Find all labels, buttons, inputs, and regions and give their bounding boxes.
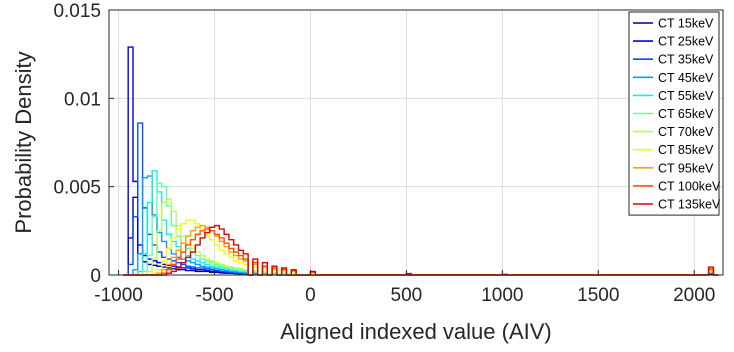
axes-box bbox=[108, 9, 724, 276]
legend-entry: CT 15keV bbox=[658, 17, 714, 31]
series-line-6 bbox=[123, 198, 719, 276]
x-tick-label: 0 bbox=[305, 285, 316, 306]
legend-entry: CT 45keV bbox=[658, 71, 714, 85]
legend-entry: CT 70keV bbox=[658, 125, 714, 139]
legend-entry: CT 135keV bbox=[658, 198, 721, 212]
y-tick-label: 0.01 bbox=[64, 89, 101, 110]
x-axis-label: Aligned indexed value (AIV) bbox=[280, 319, 552, 344]
series-line-10 bbox=[123, 224, 719, 276]
y-axis-label: Probability Density bbox=[11, 51, 36, 233]
legend-entry: CT 95keV bbox=[658, 161, 714, 175]
legend: CT 15keV CT 25keV CT 35keV CT 45keV CT 55keV… bbox=[628, 11, 721, 216]
legend-entry: CT 85keV bbox=[658, 143, 714, 157]
legend-entry: CT 100keV bbox=[658, 179, 721, 193]
x-tick-label: 1000 bbox=[481, 285, 523, 306]
x-tick-label: -500 bbox=[196, 285, 234, 306]
x-tick-label: -1000 bbox=[94, 285, 143, 306]
x-tick-label: 1500 bbox=[577, 285, 619, 306]
y-tick-label: 0.005 bbox=[53, 178, 101, 199]
y-tick-label: 0.015 bbox=[53, 1, 101, 22]
x-tick-label: 2000 bbox=[673, 285, 715, 306]
legend-entry: CT 55keV bbox=[658, 89, 714, 103]
x-tick-label: 500 bbox=[391, 285, 423, 306]
legend-entry: CT 25keV bbox=[658, 35, 714, 49]
axis-ticks: -1000 -500 0 500 1000 1500 2000 0 0.005 0.01 0.015 bbox=[53, 1, 715, 306]
y-tick-label: 0 bbox=[90, 266, 101, 287]
legend-entry: CT 65keV bbox=[658, 107, 714, 121]
legend-entry: CT 35keV bbox=[658, 53, 714, 67]
